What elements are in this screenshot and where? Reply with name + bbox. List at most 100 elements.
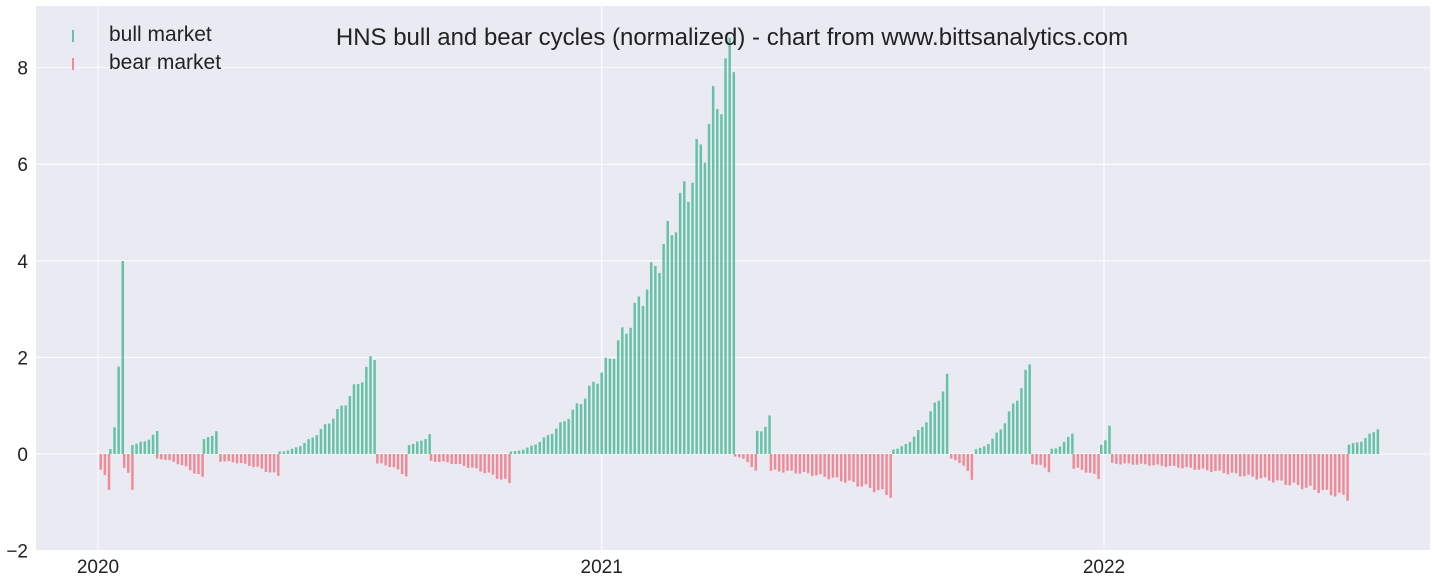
bar — [764, 426, 767, 454]
bar — [844, 454, 847, 483]
bar — [272, 454, 276, 473]
bar — [1201, 454, 1205, 469]
bar — [550, 433, 554, 454]
legend: bull market bear market — [72, 23, 221, 74]
bar — [508, 454, 511, 484]
bar — [1050, 448, 1053, 454]
bar — [260, 454, 264, 469]
bar — [219, 454, 222, 462]
bar — [872, 454, 876, 493]
bar — [1280, 454, 1283, 481]
bar — [428, 434, 431, 454]
bar — [1205, 454, 1209, 471]
bar — [929, 411, 932, 454]
bar — [139, 441, 142, 454]
bar — [1003, 423, 1007, 454]
bar — [223, 454, 226, 462]
bar — [892, 449, 895, 454]
bar — [823, 454, 826, 477]
bar — [294, 447, 298, 454]
bar — [197, 454, 200, 475]
bar — [143, 441, 147, 454]
bar — [1234, 454, 1238, 474]
bar — [835, 454, 839, 478]
bar — [1024, 369, 1027, 454]
bar — [107, 454, 111, 490]
bar — [750, 454, 753, 468]
legend-label-bull: bull market — [109, 23, 212, 46]
bar — [248, 454, 251, 467]
bar — [596, 383, 599, 454]
bar — [877, 454, 880, 491]
bar — [252, 454, 255, 468]
bar — [491, 454, 495, 475]
bar — [1243, 454, 1246, 477]
bar — [1080, 454, 1084, 470]
bar — [933, 402, 936, 454]
bar — [925, 422, 928, 454]
bar — [1054, 448, 1058, 454]
bar — [1313, 454, 1316, 490]
bar — [113, 427, 116, 454]
bar — [1031, 454, 1034, 465]
bar — [446, 454, 449, 463]
bar — [900, 446, 903, 454]
bar — [121, 261, 125, 454]
bar — [546, 435, 550, 454]
bar — [637, 296, 641, 454]
bar — [1093, 454, 1096, 474]
bar — [352, 384, 356, 454]
bar — [754, 454, 758, 471]
bar — [1317, 454, 1320, 494]
y-tick-label: 2 — [17, 348, 28, 369]
bar — [522, 449, 525, 454]
bar — [504, 454, 507, 479]
bar — [1016, 400, 1019, 454]
bar — [376, 454, 379, 464]
bar — [499, 454, 503, 480]
bar — [1071, 433, 1074, 454]
bar — [442, 454, 445, 462]
bar — [1139, 454, 1143, 464]
bar — [1123, 454, 1126, 464]
bar — [1058, 446, 1062, 454]
bar — [815, 454, 818, 476]
bar — [1300, 454, 1304, 490]
x-tick-label: 2020 — [77, 557, 119, 578]
bar — [327, 423, 331, 454]
bar — [202, 439, 206, 454]
bar — [588, 385, 591, 454]
bar — [782, 454, 785, 473]
bar — [691, 182, 694, 454]
bar — [555, 428, 558, 454]
bar — [405, 454, 408, 477]
x-tick-label: 2022 — [1083, 557, 1125, 578]
bar — [466, 454, 470, 468]
bar — [802, 454, 806, 472]
bar — [420, 440, 423, 454]
bar — [760, 431, 763, 454]
bar — [168, 454, 171, 461]
bar — [563, 421, 566, 454]
bar — [290, 448, 294, 454]
bar — [674, 232, 678, 454]
bar — [1351, 443, 1355, 454]
bar — [958, 454, 961, 464]
bar — [720, 114, 723, 455]
bar — [210, 435, 214, 454]
bar — [819, 454, 822, 475]
bar — [621, 327, 624, 454]
bar — [1292, 454, 1296, 483]
bar — [462, 454, 466, 466]
bar — [889, 454, 892, 498]
bar — [755, 430, 759, 454]
bar — [1333, 454, 1337, 497]
bar — [227, 454, 230, 462]
bar — [777, 454, 781, 472]
bar — [1267, 454, 1271, 481]
bar — [769, 454, 773, 471]
bar — [633, 302, 636, 454]
bar — [1076, 454, 1080, 468]
bar — [356, 383, 360, 454]
bar — [176, 454, 180, 465]
